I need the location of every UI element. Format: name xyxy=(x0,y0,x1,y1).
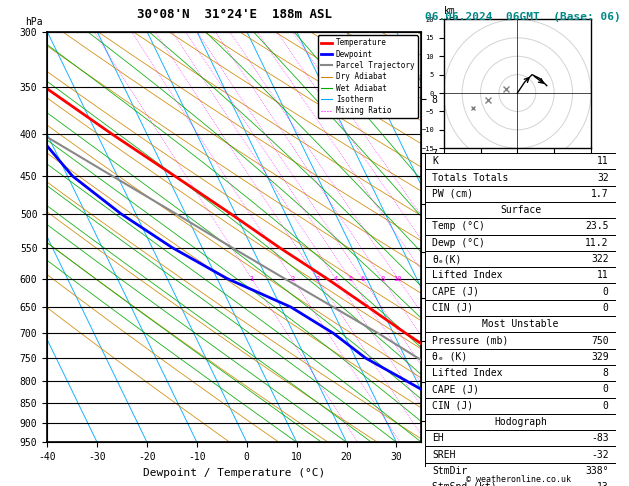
Text: Hodograph: Hodograph xyxy=(494,417,547,427)
Text: StmDir: StmDir xyxy=(432,466,467,476)
Bar xyxy=(425,479,616,486)
Text: EH: EH xyxy=(432,434,444,443)
Text: Lifted Index: Lifted Index xyxy=(432,368,503,378)
Bar xyxy=(425,283,616,300)
Bar xyxy=(425,447,616,463)
Text: θₑ(K): θₑ(K) xyxy=(432,254,462,264)
Text: CAPE (J): CAPE (J) xyxy=(432,287,479,296)
Text: SREH: SREH xyxy=(432,450,456,460)
Text: 0: 0 xyxy=(603,303,609,313)
Bar xyxy=(425,348,616,365)
Bar xyxy=(425,153,616,170)
Text: 322: 322 xyxy=(591,254,609,264)
Text: 11: 11 xyxy=(597,270,609,280)
Text: StmSpd (kt): StmSpd (kt) xyxy=(432,482,497,486)
Text: K: K xyxy=(432,156,438,166)
Text: 0: 0 xyxy=(603,384,609,395)
Text: 6: 6 xyxy=(360,276,365,281)
Text: Pressure (mb): Pressure (mb) xyxy=(432,335,509,346)
Bar xyxy=(425,186,616,202)
Text: 1.7: 1.7 xyxy=(591,189,609,199)
Bar xyxy=(425,170,616,186)
Text: © weatheronline.co.uk: © weatheronline.co.uk xyxy=(467,474,571,484)
Text: CAPE (J): CAPE (J) xyxy=(432,384,479,395)
Text: LCL: LCL xyxy=(425,382,440,391)
Text: Most Unstable: Most Unstable xyxy=(482,319,559,329)
X-axis label: Dewpoint / Temperature (°C): Dewpoint / Temperature (°C) xyxy=(143,468,325,478)
Bar xyxy=(425,463,616,479)
Legend: Temperature, Dewpoint, Parcel Trajectory, Dry Adiabat, Wet Adiabat, Isotherm, Mi: Temperature, Dewpoint, Parcel Trajectory… xyxy=(318,35,418,118)
Text: 30°08'N  31°24'E  188m ASL: 30°08'N 31°24'E 188m ASL xyxy=(136,8,332,21)
Text: 32: 32 xyxy=(597,173,609,183)
Text: CIN (J): CIN (J) xyxy=(432,401,474,411)
Text: hPa: hPa xyxy=(25,17,42,28)
Bar xyxy=(425,235,616,251)
Text: 4: 4 xyxy=(333,276,338,281)
Bar xyxy=(425,300,616,316)
Text: 0: 0 xyxy=(603,401,609,411)
Bar xyxy=(425,414,616,430)
Bar xyxy=(425,316,616,332)
Bar xyxy=(425,430,616,447)
Text: 750: 750 xyxy=(591,335,609,346)
Text: Temp (°C): Temp (°C) xyxy=(432,222,485,231)
Text: Totals Totals: Totals Totals xyxy=(432,173,509,183)
Text: 2: 2 xyxy=(290,276,294,281)
Text: 13: 13 xyxy=(597,482,609,486)
Text: PW (cm): PW (cm) xyxy=(432,189,474,199)
Text: 0: 0 xyxy=(603,287,609,296)
Text: 338°: 338° xyxy=(585,466,609,476)
Bar xyxy=(425,365,616,382)
Text: km
ASL: km ASL xyxy=(444,6,462,28)
Bar xyxy=(425,218,616,235)
Bar xyxy=(425,251,616,267)
X-axis label: kt: kt xyxy=(443,170,454,178)
Text: 23.5: 23.5 xyxy=(585,222,609,231)
Bar xyxy=(425,382,616,398)
Text: 06.06.2024  06GMT  (Base: 06): 06.06.2024 06GMT (Base: 06) xyxy=(425,12,620,22)
Text: 11: 11 xyxy=(597,156,609,166)
Text: CIN (J): CIN (J) xyxy=(432,303,474,313)
Text: Surface: Surface xyxy=(500,205,541,215)
Text: Dewp (°C): Dewp (°C) xyxy=(432,238,485,248)
Text: 8: 8 xyxy=(380,276,384,281)
Text: θₑ (K): θₑ (K) xyxy=(432,352,467,362)
Text: 3: 3 xyxy=(315,276,320,281)
Text: -32: -32 xyxy=(591,450,609,460)
Text: 10: 10 xyxy=(394,276,402,281)
Bar xyxy=(425,202,616,218)
Bar xyxy=(425,267,616,283)
Text: 1: 1 xyxy=(250,276,254,281)
Text: 8: 8 xyxy=(603,368,609,378)
Text: -83: -83 xyxy=(591,434,609,443)
Text: 11.2: 11.2 xyxy=(585,238,609,248)
Bar xyxy=(425,398,616,414)
Bar xyxy=(425,332,616,348)
Text: 329: 329 xyxy=(591,352,609,362)
Text: 5: 5 xyxy=(348,276,352,281)
Text: Mixing Ratio (g/kg): Mixing Ratio (g/kg) xyxy=(462,190,472,284)
Text: Lifted Index: Lifted Index xyxy=(432,270,503,280)
